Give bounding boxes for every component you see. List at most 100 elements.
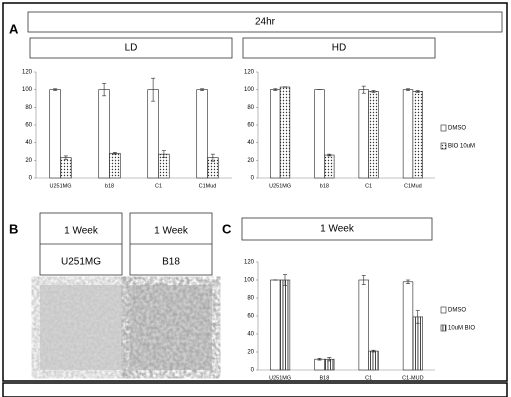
bar — [60, 157, 72, 179]
error-bar — [327, 153, 332, 157]
bar — [368, 91, 379, 179]
chart-title: 1 Week — [320, 224, 355, 235]
bar — [314, 358, 325, 371]
y-tick-label: 80 — [247, 296, 254, 302]
error-bar — [112, 152, 117, 155]
image-label: B18 — [162, 257, 180, 268]
micrograph-texture — [130, 285, 212, 370]
error-bar — [161, 150, 166, 158]
error-bar — [361, 85, 366, 94]
y-tick-label: 0 — [29, 176, 33, 182]
bar — [412, 316, 423, 371]
image-label: U251MG — [61, 257, 101, 268]
error-bar — [273, 88, 278, 91]
legend-swatch — [440, 142, 447, 150]
title-box — [242, 37, 436, 59]
x-tick-label: C1 — [365, 183, 372, 189]
x-tick-label: b18 — [105, 183, 114, 189]
chart-title: LD — [125, 43, 138, 54]
error-bar — [415, 310, 420, 324]
error-bar — [371, 349, 376, 353]
error-bar — [406, 88, 411, 91]
legend-label: 10uM BIO — [448, 326, 475, 332]
image-label: 1 Week — [154, 226, 189, 237]
x-tick-label: U251MG — [269, 183, 291, 189]
y-tick-label: 20 — [247, 158, 254, 164]
bar — [324, 154, 335, 179]
bar — [196, 89, 208, 179]
x-tick-label: U251MG — [49, 183, 71, 189]
x-tick-label: C1 — [155, 183, 162, 189]
legend-swatch — [440, 306, 447, 314]
y-tick-label: 60 — [247, 123, 254, 129]
error-bar — [151, 77, 156, 102]
bar — [279, 86, 291, 179]
y-tick-label: 100 — [244, 278, 255, 284]
y-tick-label: 20 — [247, 350, 254, 356]
y-tick-label: 120 — [244, 70, 255, 76]
y-tick-label: 40 — [247, 332, 254, 338]
error-bar — [282, 274, 287, 286]
y-tick-label: 100 — [22, 87, 33, 93]
bar — [147, 89, 159, 179]
error-bar — [371, 90, 376, 93]
x-tick-label: C1Mud — [199, 183, 217, 189]
bar — [270, 279, 281, 371]
error-bar — [53, 88, 58, 91]
bar — [270, 89, 281, 179]
legend-label: BIO 10uM — [448, 144, 475, 150]
caption-strip — [2, 382, 508, 397]
header-box — [27, 11, 503, 33]
legend-swatch — [440, 324, 447, 332]
y-tick-label: 40 — [247, 140, 254, 146]
error-bar — [317, 357, 322, 361]
bar — [109, 152, 121, 179]
error-bar — [63, 155, 68, 160]
error-bar — [102, 83, 107, 97]
bar — [402, 281, 414, 371]
image-label: 1 Week — [64, 226, 99, 237]
bar — [412, 91, 423, 179]
bar — [49, 89, 61, 179]
bar — [314, 89, 325, 179]
title-box — [241, 217, 433, 241]
y-tick-label: 100 — [244, 87, 255, 93]
error-bar — [406, 279, 411, 284]
error-bar — [327, 357, 332, 362]
y-tick-label: 40 — [25, 140, 32, 146]
error-bar — [361, 275, 366, 285]
y-tick-label: 80 — [25, 105, 32, 111]
bar — [358, 279, 369, 371]
bar — [402, 89, 414, 179]
y-tick-label: 120 — [22, 70, 33, 76]
y-tick-label: 0 — [251, 368, 255, 374]
micrograph-texture — [40, 285, 122, 370]
error-bar — [415, 90, 420, 93]
error-bar — [210, 153, 215, 162]
y-tick-label: 0 — [251, 176, 255, 182]
bar — [98, 89, 110, 179]
x-tick-label: U251MG — [269, 375, 291, 381]
bar — [368, 350, 379, 371]
header: 24hr — [255, 17, 276, 28]
title-box — [29, 37, 233, 59]
panel-label: C — [222, 221, 232, 236]
bar — [358, 89, 369, 179]
legend-label: DMSO — [448, 308, 466, 314]
y-tick-label: 20 — [25, 158, 32, 164]
x-tick-label: C1-MUD — [402, 375, 423, 381]
y-tick-label: 120 — [244, 260, 255, 266]
x-tick-label: B18 — [319, 375, 329, 381]
panel-label: A — [9, 21, 19, 36]
panel-label: B — [9, 221, 18, 236]
x-tick-label: C1Mud — [404, 183, 422, 189]
error-bar — [200, 88, 205, 91]
legend-swatch — [440, 124, 447, 132]
x-tick-label: C1 — [365, 375, 372, 381]
bar — [279, 279, 291, 371]
y-tick-label: 80 — [247, 105, 254, 111]
y-tick-label: 60 — [247, 314, 254, 320]
y-tick-label: 60 — [25, 123, 32, 129]
chart-title: HD — [332, 43, 346, 54]
